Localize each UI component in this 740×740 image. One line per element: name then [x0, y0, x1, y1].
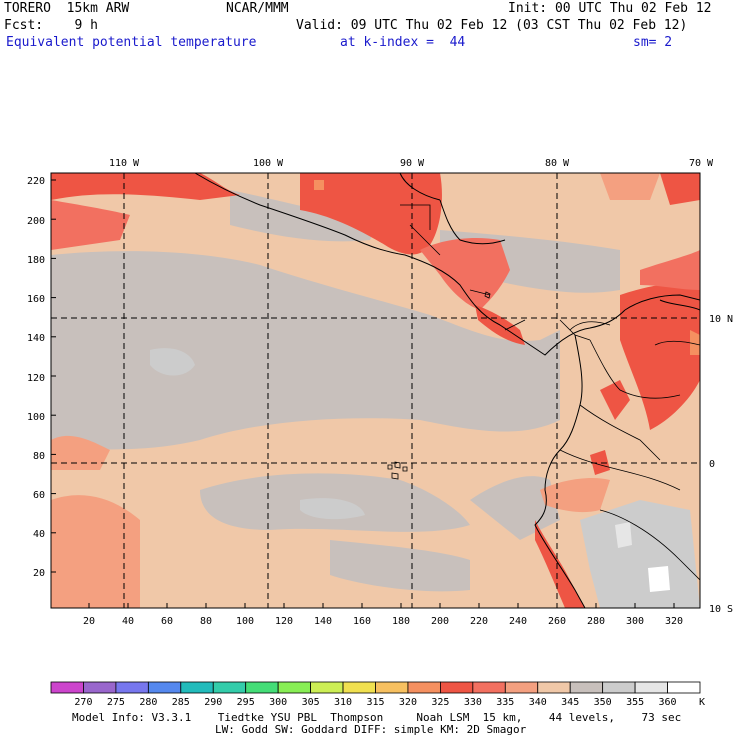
colorbar-swatch — [147, 681, 182, 694]
y-tick-label: 20 — [33, 568, 45, 579]
colorbar-swatch — [569, 681, 604, 694]
colorbar-swatch — [634, 681, 668, 694]
y-tick-label: 120 — [27, 373, 45, 384]
x-tick-label: 320 — [665, 616, 683, 627]
colorbar-label: 325 — [431, 697, 449, 708]
x-tick-label: 240 — [509, 616, 527, 627]
colorbar-swatch — [472, 681, 506, 694]
colorbar-swatch — [537, 681, 571, 694]
colorbar-label: 270 — [74, 697, 92, 708]
colorbar-swatch — [407, 681, 441, 694]
level-label: at k-index = 44 — [340, 35, 466, 50]
colorbar-labels: 270 275 280 285 290 295 300 305 310 315 320 325 330 3… — [74, 697, 676, 708]
colorbar-label: 320 — [399, 697, 417, 708]
lat-label: 0 — [709, 459, 715, 470]
colorbar-swatch — [50, 681, 84, 694]
colorbar-swatch — [277, 681, 311, 694]
colorbar-label: 340 — [529, 697, 547, 708]
theta-e-field — [51, 173, 700, 608]
x-tick-label: 60 — [161, 616, 173, 627]
colorbar-label: 300 — [269, 697, 287, 708]
y-tick-label: 60 — [33, 490, 45, 501]
colorbar-label: 310 — [334, 697, 352, 708]
colorbar-label: 275 — [107, 697, 125, 708]
colorbar-label: 290 — [204, 697, 222, 708]
y-tick-label: 160 — [27, 294, 45, 305]
colorbar-swatch — [667, 681, 701, 694]
y-tick-label: 100 — [27, 412, 45, 423]
y-tick-label: 140 — [27, 333, 45, 344]
colorbar-label: 345 — [561, 697, 579, 708]
colorbar-swatch — [180, 681, 214, 694]
x-tick-label: 300 — [626, 616, 644, 627]
lon-label: 110 W — [109, 158, 140, 169]
x-tick-label: 220 — [470, 616, 488, 627]
colorbar-swatch — [439, 681, 474, 694]
y-tick-label: 40 — [33, 529, 45, 540]
model-info-line2: LW: Godd SW: Goddard DIFF: simple KM: 2D… — [215, 723, 527, 736]
borders — [400, 204, 700, 581]
y-tick-label: 220 — [27, 176, 45, 187]
field-name: Equivalent potential temperature — [6, 35, 257, 50]
x-tick-label: 120 — [275, 616, 293, 627]
y-tick-label: 80 — [33, 451, 45, 462]
lon-label: 100 W — [253, 158, 284, 169]
x-tick-label: 260 — [548, 616, 566, 627]
colorbar-label: 335 — [496, 697, 514, 708]
model-info-line1: Model Info: V3.3.1 Tiedtke YSU PBL Thomp… — [72, 711, 682, 724]
colorbar-label: 280 — [139, 697, 157, 708]
x-tick-label: 20 — [83, 616, 95, 627]
plot-frame — [50, 172, 701, 609]
y-tick-label: 200 — [27, 216, 45, 227]
lon-label: 90 W — [400, 158, 425, 169]
x-tick-label: 160 — [353, 616, 371, 627]
x-tick-label: 40 — [122, 616, 134, 627]
colorbar-label: 295 — [237, 697, 255, 708]
model-center: NCAR/MMM — [226, 1, 289, 16]
colorbar-label: 350 — [594, 697, 612, 708]
colorbar-label: 285 — [172, 697, 190, 708]
lat-label: 10 N — [709, 314, 733, 325]
x-tick-label: 140 — [314, 616, 332, 627]
lon-label: 80 W — [545, 158, 570, 169]
colorbar-swatch — [504, 681, 539, 694]
colorbar-swatch — [212, 681, 247, 694]
colorbar-swatch — [83, 681, 117, 694]
y-tick-label: 180 — [27, 255, 45, 266]
graticule — [51, 173, 700, 608]
x-tick-label: 200 — [431, 616, 449, 627]
x-tick-label: 280 — [587, 616, 605, 627]
lon-label: 70 W — [689, 158, 714, 169]
coastlines — [194, 173, 700, 608]
colorbar-swatch — [602, 681, 636, 694]
colorbar-swatch — [310, 681, 344, 694]
colorbar-label: 360 — [659, 697, 677, 708]
init-time: Init: 00 UTC Thu 02 Feb 12 — [508, 1, 712, 16]
colorbar-swatch — [342, 681, 376, 694]
colorbar — [50, 681, 701, 694]
colorbar-swatch — [245, 681, 279, 694]
colorbar-unit: K — [699, 697, 705, 708]
x-tick-label: 180 — [392, 616, 410, 627]
valid-time: Valid: 09 UTC Thu 02 Feb 12 (03 CST Thu … — [296, 18, 688, 33]
colorbar-label: 315 — [366, 697, 384, 708]
galapagos-islands — [387, 291, 491, 480]
lat-label: 10 S — [709, 604, 733, 615]
colorbar-swatch — [115, 681, 149, 694]
forecast-hour: Fcst: 9 h — [4, 18, 98, 33]
colorbar-label: 330 — [464, 697, 482, 708]
model-title: TORERO 15km ARW — [4, 1, 130, 16]
colorbar-swatch — [375, 681, 409, 694]
x-tick-label: 100 — [236, 616, 254, 627]
colorbar-label: 305 — [302, 697, 320, 708]
x-tick-label: 80 — [200, 616, 212, 627]
colorbar-label: 355 — [626, 697, 644, 708]
smoothing-label: sm= 2 — [633, 35, 673, 50]
